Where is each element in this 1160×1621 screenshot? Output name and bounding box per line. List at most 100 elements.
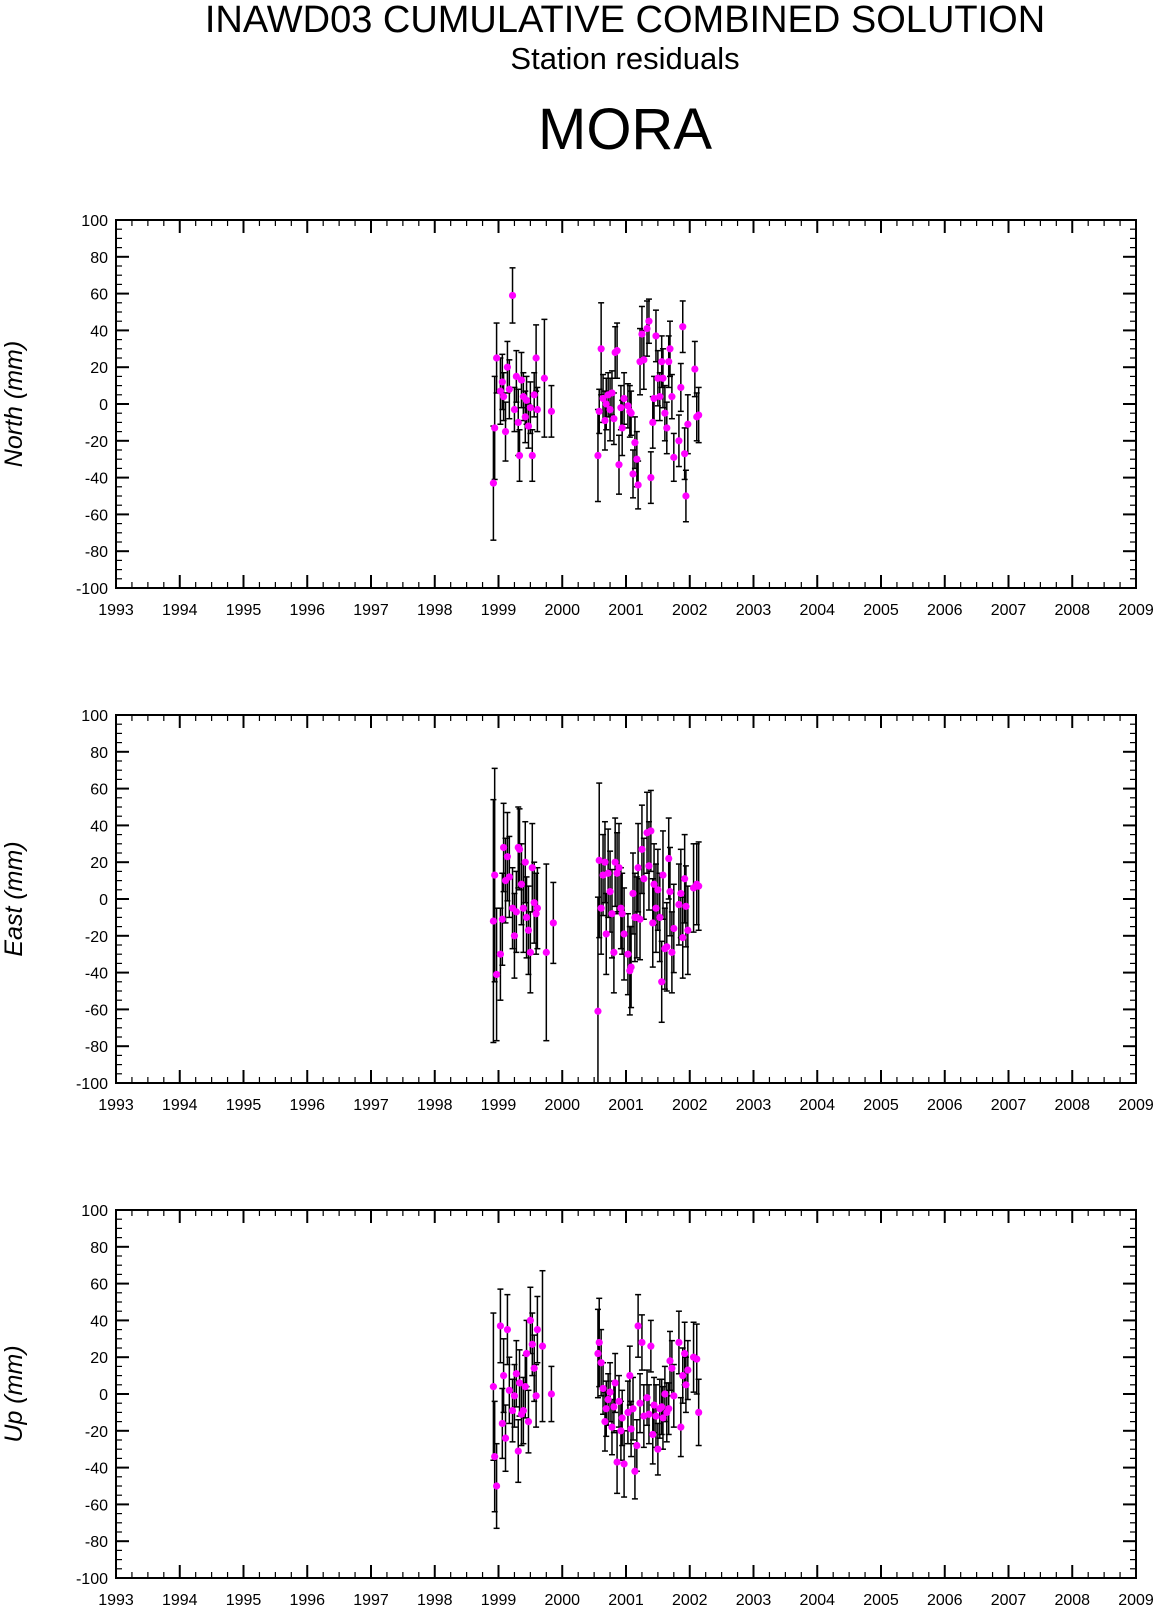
x-tick-label: 1999: [481, 1097, 517, 1114]
y-tick-label: 20: [90, 1350, 108, 1367]
data-point: [512, 372, 520, 380]
x-tick-label: 2008: [1054, 1592, 1090, 1609]
data-point: [645, 1410, 653, 1418]
y-tick-label: 20: [90, 855, 108, 872]
data-point: [595, 1338, 603, 1347]
data-point: [682, 902, 690, 910]
data-point: [654, 1445, 662, 1453]
data-point: [695, 882, 703, 890]
y-tick-label: 0: [99, 1387, 108, 1404]
data-point: [610, 948, 618, 956]
data-point: [668, 393, 676, 401]
data-point: [610, 1403, 618, 1411]
data-point: [670, 1392, 678, 1400]
data-point: [650, 1401, 658, 1409]
data-point: [498, 1419, 506, 1428]
data-point: [496, 1322, 505, 1330]
data-point: [675, 437, 683, 445]
data-point: [492, 970, 501, 979]
data-point: [647, 474, 655, 482]
data-point: [514, 418, 522, 426]
data-point: [626, 1372, 634, 1380]
data-point: [510, 1392, 519, 1400]
x-tick-label: 2000: [544, 602, 580, 619]
data-point: [491, 424, 499, 432]
data-point: [640, 356, 648, 364]
data-point: [602, 930, 610, 938]
data-point: [521, 858, 529, 866]
data-point: [522, 396, 531, 404]
data-point: [684, 1366, 692, 1374]
data-point: [528, 451, 536, 460]
data-point: [489, 917, 497, 925]
data-point: [618, 1414, 626, 1422]
y-tick-label: -60: [85, 1497, 108, 1514]
y-tick-label: 100: [81, 213, 108, 230]
data-point: [517, 880, 526, 888]
data-point: [608, 389, 616, 397]
data-point: [608, 910, 616, 918]
x-tick-label: 2006: [927, 602, 963, 619]
data-point: [532, 1392, 540, 1400]
data-point: [682, 1381, 690, 1389]
x-tick-label: 2001: [608, 602, 644, 619]
data-point: [663, 943, 671, 951]
x-tick-label: 2007: [991, 602, 1027, 619]
data-point: [613, 869, 621, 877]
x-tick-label: 1997: [353, 602, 389, 619]
data-point: [611, 1379, 619, 1387]
data-point: [601, 858, 609, 866]
data-point: [594, 1007, 602, 1015]
data-point: [610, 415, 618, 423]
data-point: [638, 1338, 646, 1347]
x-tick-label: 2006: [927, 1097, 963, 1114]
data-point: [508, 1406, 517, 1415]
data-point: [498, 378, 506, 386]
data-point: [652, 1412, 660, 1420]
data-point: [501, 428, 510, 436]
y-tick-label: -20: [85, 929, 108, 946]
x-tick-label: 1994: [162, 1097, 198, 1114]
x-tick-label: 1995: [226, 1097, 262, 1114]
data-point: [650, 880, 658, 888]
y-tick-label: -100: [76, 1076, 108, 1093]
data-point: [659, 374, 667, 382]
data-point: [684, 926, 692, 934]
y-axis-label: East (mm): [0, 841, 28, 956]
data-point: [624, 402, 632, 410]
data-point: [594, 451, 602, 460]
data-point: [618, 424, 626, 432]
y-tick-label: 0: [99, 397, 108, 414]
data-point: [627, 1425, 635, 1433]
data-point: [643, 1394, 651, 1402]
x-tick-label: 2008: [1054, 602, 1090, 619]
data-point: [601, 416, 609, 425]
data-point: [668, 1364, 676, 1372]
x-tick-label: 2003: [736, 602, 772, 619]
x-tick-label: 2002: [672, 1592, 708, 1609]
data-point: [620, 1460, 628, 1468]
data-point: [650, 394, 658, 403]
x-tick-label: 2005: [863, 602, 899, 619]
data-point: [606, 405, 614, 414]
x-tick-label: 1993: [98, 602, 134, 619]
x-tick-label: 2002: [672, 1097, 708, 1114]
data-point: [615, 864, 623, 872]
data-point: [503, 363, 512, 371]
data-point: [510, 405, 519, 414]
data-point: [679, 934, 687, 942]
data-point: [547, 407, 556, 415]
data-point: [611, 858, 619, 866]
data-point: [498, 915, 506, 923]
x-tick-label: 2003: [736, 1097, 772, 1114]
y-tick-label: -80: [85, 1039, 108, 1056]
data-point: [633, 455, 641, 463]
data-point: [684, 420, 692, 428]
x-tick-label: 2000: [544, 1592, 580, 1609]
x-tick-label: 1998: [417, 1592, 453, 1609]
data-point: [608, 1423, 616, 1431]
data-point: [532, 354, 540, 362]
data-point: [496, 387, 505, 395]
data-point: [512, 1370, 520, 1378]
data-point: [624, 950, 632, 958]
